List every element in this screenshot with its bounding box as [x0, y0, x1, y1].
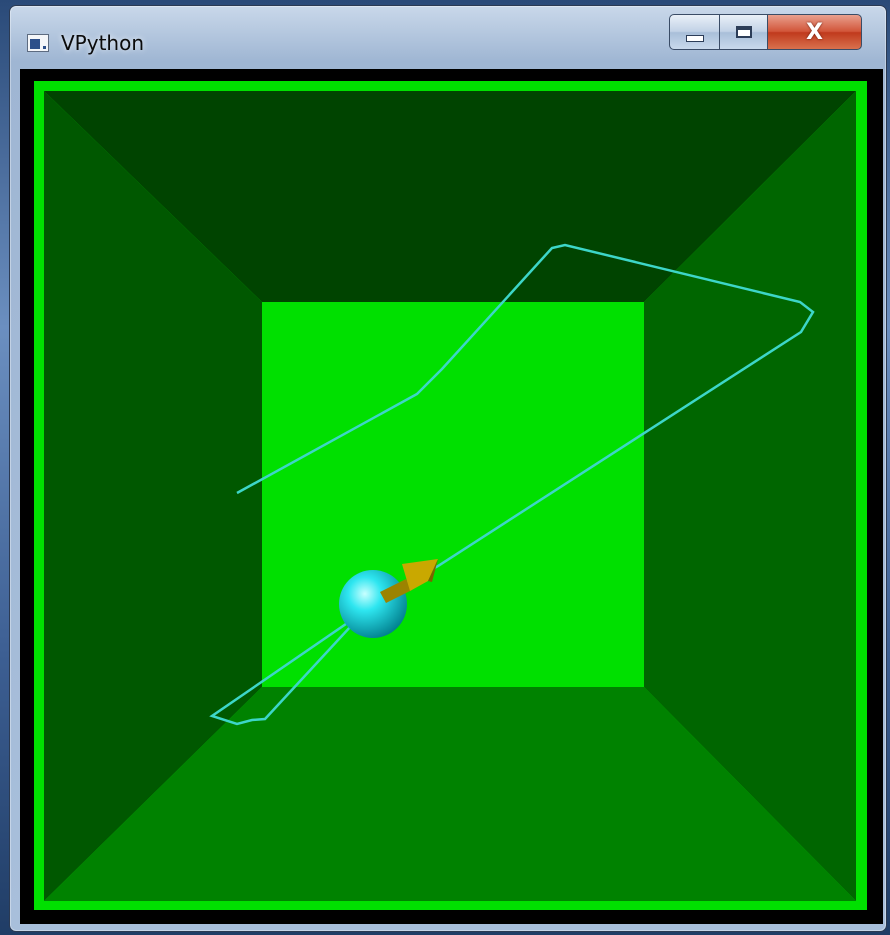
minimize-icon — [685, 34, 704, 42]
close-icon: X — [806, 19, 823, 45]
back-wall — [262, 302, 644, 687]
velocity-arrow-shaft — [380, 579, 412, 603]
left-wall — [44, 91, 262, 901]
velocity-arrow-head — [402, 559, 438, 591]
minimize-button[interactable] — [669, 14, 720, 50]
maximize-button[interactable] — [719, 14, 768, 50]
top-wall — [44, 91, 856, 302]
scene-svg — [34, 81, 867, 910]
right-wall — [644, 91, 856, 901]
window-title: VPython — [61, 31, 145, 55]
ball-sphere — [339, 570, 407, 638]
vpython-canvas[interactable] — [20, 69, 883, 924]
vpython-app-icon[interactable] — [27, 34, 49, 52]
velocity-arrow-head-shade — [428, 559, 438, 582]
close-button[interactable]: X — [767, 14, 862, 50]
title-bar[interactable]: VPython X — [10, 6, 886, 68]
maximize-icon — [735, 26, 752, 38]
bottom-wall — [44, 687, 856, 901]
ball-trail — [209, 243, 815, 726]
